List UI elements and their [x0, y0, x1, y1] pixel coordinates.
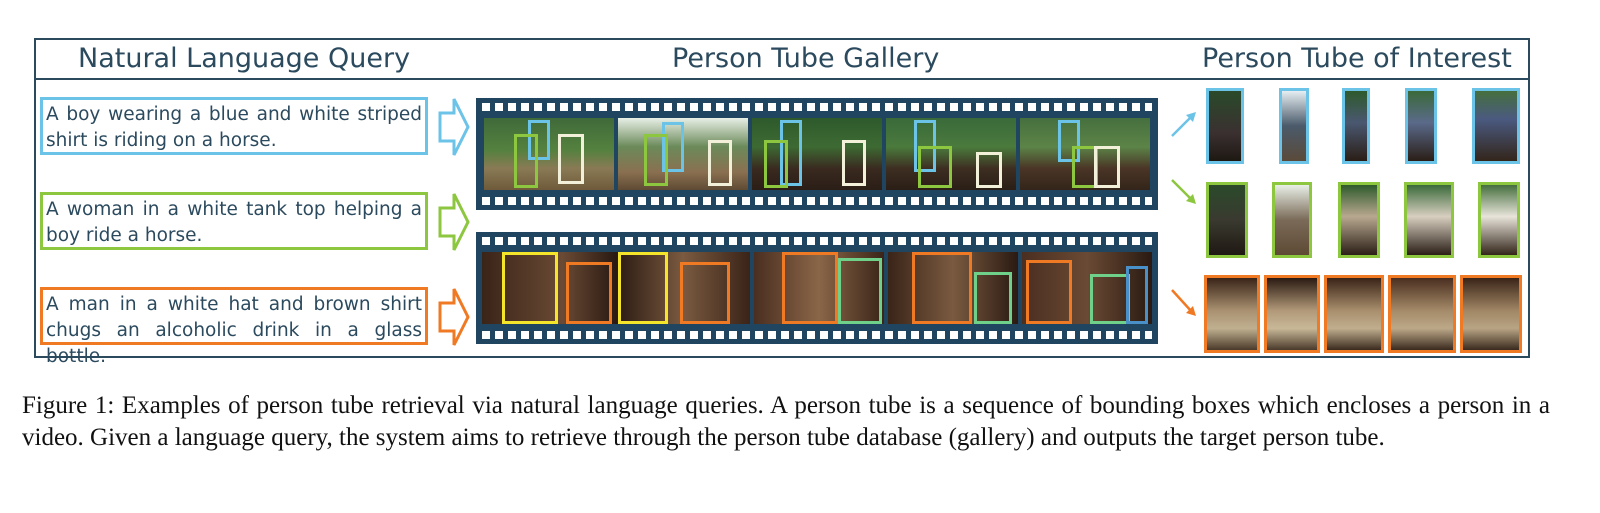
- bbox-blue: [1058, 120, 1080, 162]
- bbox-blue: [1126, 266, 1148, 324]
- bbox-orange: [782, 252, 838, 324]
- result-crop-man: [1204, 275, 1260, 353]
- result-crop-boy: [1279, 88, 1309, 164]
- video-frame: [1022, 252, 1152, 324]
- film-perforations: [482, 197, 1152, 205]
- query-text-woman: A woman in a white tank top helping a bo…: [46, 199, 422, 246]
- bbox-white: [842, 140, 866, 186]
- video-frame: [886, 118, 1016, 190]
- bbox-teal-green: [1090, 274, 1130, 324]
- result-crop-boy: [1405, 88, 1437, 164]
- video-frame: [482, 252, 750, 324]
- query-column-title: Natural Language Query: [78, 43, 411, 74]
- arrow-down-right-icon: [1171, 179, 1196, 204]
- bbox-blue: [528, 120, 550, 160]
- arrow-right-icon: [438, 98, 470, 156]
- gallery-filmstrip-horse: [476, 98, 1158, 210]
- result-crop-boy: [1342, 88, 1370, 164]
- query-text-man: A man in a white hat and brown shirt chu…: [46, 294, 422, 367]
- arrow-up-right-icon: [1171, 112, 1196, 137]
- gallery-filmstrip-bottle: [476, 232, 1158, 344]
- query-box-boy: A boy wearing a blue and white striped s…: [40, 97, 428, 155]
- bbox-yellow: [618, 252, 668, 324]
- film-perforations: [482, 237, 1152, 245]
- bbox-blue: [780, 120, 802, 186]
- video-frame: [752, 118, 882, 190]
- result-crop-boy: [1472, 88, 1520, 164]
- bbox-teal-green: [838, 258, 882, 324]
- result-crop-woman: [1272, 182, 1312, 258]
- result-crop-man: [1264, 275, 1320, 353]
- film-perforations: [482, 103, 1152, 111]
- query-box-woman: A woman in a white tank top helping a bo…: [40, 192, 428, 250]
- bbox-white: [558, 134, 584, 184]
- bbox-blue: [662, 122, 684, 172]
- video-frame: [888, 252, 1018, 324]
- bbox-white: [1094, 146, 1120, 188]
- result-crop-woman: [1478, 182, 1520, 258]
- query-box-man: A man in a white hat and brown shirt chu…: [40, 287, 428, 367]
- bbox-yellow: [502, 252, 558, 324]
- arrow-down-right-icon: [1171, 289, 1196, 316]
- video-frame: [754, 252, 884, 324]
- arrow-right-icon: [438, 288, 470, 346]
- video-frame: [484, 118, 614, 190]
- bbox-orange: [680, 262, 730, 324]
- result-crop-man: [1388, 275, 1456, 353]
- video-frame: [618, 118, 748, 190]
- bbox-white: [708, 140, 732, 186]
- result-crop-woman: [1206, 182, 1248, 258]
- bbox-orange: [1026, 260, 1072, 324]
- figure-caption: Figure 1: Examples of person tube retrie…: [22, 392, 1550, 451]
- bbox-green: [918, 146, 952, 188]
- bbox-orange: [566, 262, 612, 324]
- result-crop-man: [1324, 275, 1384, 353]
- result-crop-man: [1460, 275, 1522, 353]
- bbox-white: [976, 152, 1002, 188]
- result-crop-woman: [1338, 182, 1380, 258]
- bbox-green: [764, 140, 788, 188]
- figure-frame: [34, 38, 1530, 358]
- header-divider: [34, 78, 1530, 80]
- gallery-column-title: Person Tube Gallery: [672, 43, 940, 74]
- film-perforations: [482, 331, 1152, 339]
- query-text-boy: A boy wearing a blue and white striped s…: [46, 104, 422, 151]
- bbox-green: [644, 134, 668, 186]
- result-crop-boy: [1206, 88, 1244, 164]
- bbox-teal-green: [974, 272, 1012, 324]
- arrow-right-icon: [438, 193, 470, 251]
- result-crop-woman: [1404, 182, 1454, 258]
- video-frame: [1020, 118, 1150, 190]
- bbox-green: [514, 134, 538, 188]
- interest-column-title: Person Tube of Interest: [1202, 43, 1512, 74]
- bbox-orange: [912, 252, 972, 324]
